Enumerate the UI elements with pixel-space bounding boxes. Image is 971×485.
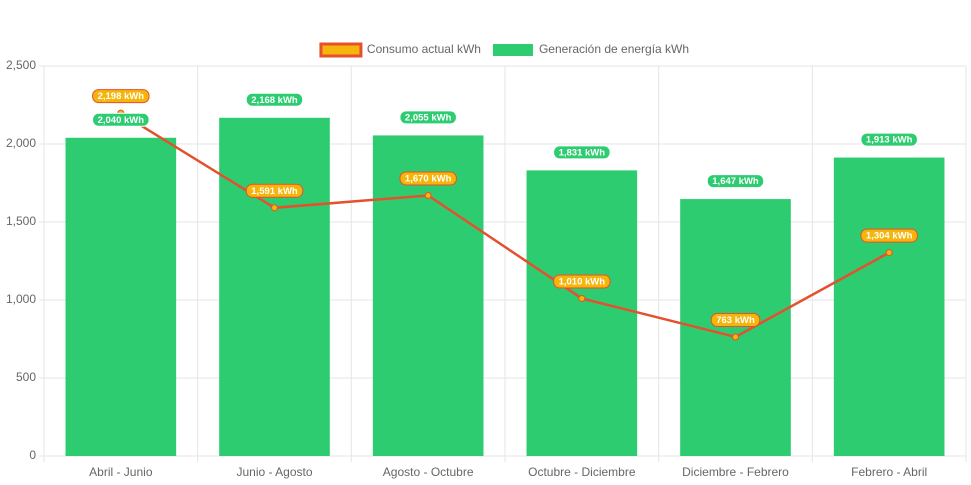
data-label: 2,168 kWh <box>251 95 298 106</box>
line-point <box>424 191 432 199</box>
legend-label: Generación de energía kWh <box>539 42 689 56</box>
x-tick-label: Febrero - Abril <box>851 465 927 479</box>
data-label-bg <box>860 132 918 147</box>
data-label: 2,198 kWh <box>98 91 145 102</box>
y-tick-label: 1,000 <box>6 292 36 306</box>
legend-swatch <box>319 42 363 58</box>
x-tick-label: Agosto - Octubre <box>383 465 474 479</box>
data-label-bg <box>92 89 150 104</box>
y-tick-label: 2,000 <box>6 136 36 150</box>
y-tick-label: 2,500 <box>6 58 36 72</box>
bar <box>833 157 945 456</box>
line-point <box>271 204 278 212</box>
bar <box>65 137 177 456</box>
legend-swatch <box>492 44 533 56</box>
data-label-bg <box>245 183 304 198</box>
y-tick-label: 0 <box>29 448 36 462</box>
data-label: 1,670 kWh <box>405 173 452 184</box>
bar <box>372 135 484 457</box>
x-tick-label: Diciembre - Febrero <box>682 465 789 479</box>
data-label: 1,591 kWh <box>251 186 298 197</box>
data-label-bg <box>553 274 611 289</box>
x-tick-label: Abril - Junio <box>89 465 153 479</box>
bar <box>219 117 330 457</box>
data-label-bg <box>399 110 457 125</box>
data-label: 1,913 kWh <box>866 135 913 146</box>
data-label-bg <box>245 92 304 107</box>
x-tick-label: Octubre - Diciembre <box>528 465 636 479</box>
data-label-bg <box>860 228 918 243</box>
line-point <box>885 249 893 257</box>
data-label: 1,304 kWh <box>866 231 913 242</box>
y-tick-label: 500 <box>16 370 36 384</box>
data-label: 1,010 kWh <box>559 276 606 287</box>
data-label: 2,040 kWh <box>98 115 145 126</box>
x-tick-label: Junio - Agosto <box>236 465 312 479</box>
legend-label: Consumo actual kWh <box>367 42 481 56</box>
line-point <box>578 294 586 302</box>
data-label: 763 kWh <box>716 315 755 326</box>
data-label-bg <box>553 145 611 160</box>
bar <box>526 170 638 456</box>
data-label-bg <box>399 171 457 186</box>
data-label: 1,831 kWh <box>559 147 606 158</box>
line-point <box>732 333 739 341</box>
data-label: 1,647 kWh <box>712 176 759 187</box>
data-label-bg <box>92 112 150 127</box>
data-label-bg <box>710 312 761 327</box>
data-label-bg <box>706 174 765 189</box>
data-label: 2,055 kWh <box>405 112 452 123</box>
y-tick-label: 1,500 <box>6 214 36 228</box>
